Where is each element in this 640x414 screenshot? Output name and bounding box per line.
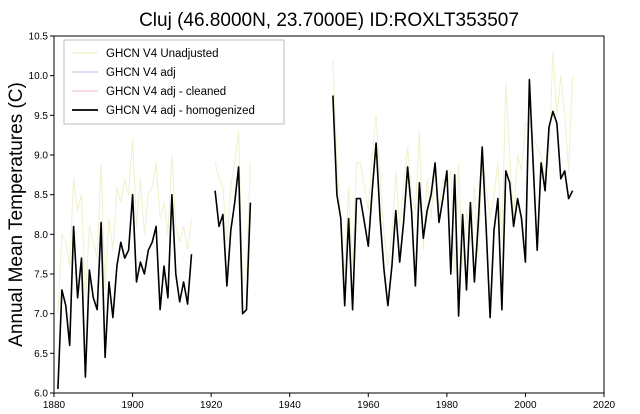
x-tick-label: 1980: [436, 400, 459, 411]
y-axis-label: Annual Mean Temperatures (C): [6, 82, 27, 347]
legend-label: GHCN V4 adj: [106, 67, 176, 79]
series-line-4-segment-3: [332, 78, 574, 319]
legend-label: GHCN V4 adj - cleaned: [106, 86, 226, 98]
legend-label: GHCN V4 adj - homogenized: [106, 105, 255, 117]
x-tick-label: 2000: [514, 400, 537, 411]
series-layer: [57, 51, 574, 390]
y-tick-label: 6.0: [34, 389, 48, 400]
plot-frame: [53, 35, 605, 394]
y-axis-ticks: 6.0 6.5 7.0 7.5 8.0 8.5 9.0 9.5 10.0 10.5: [29, 32, 54, 400]
series-line-1-segment-2: [214, 130, 251, 283]
x-tick-label: 1920: [200, 400, 223, 411]
legend-box: [63, 39, 285, 125]
y-tick-label: 10.0: [29, 71, 49, 82]
y-tick-label: 10.5: [29, 32, 49, 43]
x-tick-label: 1880: [43, 400, 66, 411]
y-tick-label: 7.0: [34, 309, 48, 320]
y-tick-label: 7.5: [34, 270, 48, 281]
y-tick-label: 8.0: [34, 230, 48, 241]
x-tick-label: 2020: [593, 400, 616, 411]
y-tick-label: 9.0: [34, 151, 48, 162]
series-line-4-segment-2: [214, 166, 252, 315]
x-tick-label: 1960: [357, 400, 380, 411]
x-axis-ticks: 1880 1900 1920 1940 1960 1980 2000 2020: [43, 393, 616, 411]
y-tick-label: 6.5: [34, 349, 48, 360]
chart-title: Cluj (46.8000N, 23.7000E) ID:ROXLT353507: [139, 10, 519, 31]
x-tick-label: 1940: [279, 400, 302, 411]
x-tick-label: 1900: [121, 400, 144, 411]
legend-label: GHCN V4 Unadjusted: [106, 48, 219, 60]
y-tick-label: 8.5: [34, 190, 48, 201]
legend: GHCN V4 Unadjusted GHCN V4 adj GHCN V4 adj…: [63, 39, 285, 125]
series-line-4-segment-1: [57, 193, 193, 390]
series-line-1-segment-1: [57, 138, 192, 314]
y-tick-label: 9.5: [34, 111, 48, 122]
